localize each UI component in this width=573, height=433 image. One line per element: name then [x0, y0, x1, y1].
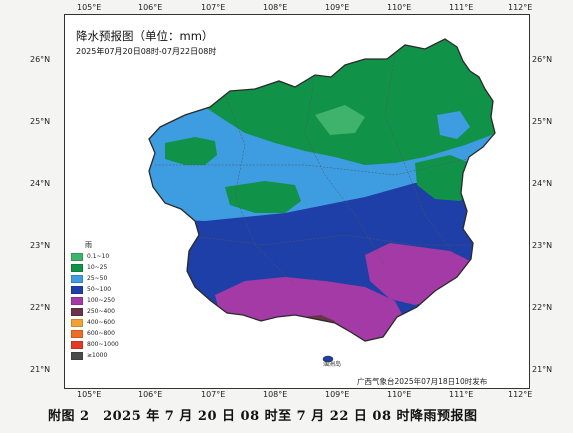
- lon-label-top: 108°E: [263, 3, 288, 12]
- lon-label-bottom: 106°E: [138, 390, 163, 399]
- lon-label-bottom: 110°E: [387, 390, 412, 399]
- legend-label: 100~250: [87, 297, 115, 304]
- lat-label-right: 25°N: [532, 117, 553, 126]
- map-frame: 降水预报图（单位：mm） 2025年07月20日08时-07月22日08时 雨 …: [64, 14, 530, 389]
- lat-label-left: 23°N: [30, 241, 51, 250]
- legend-label: 0.1~10: [87, 253, 110, 260]
- legend-swatch: [71, 340, 83, 349]
- lon-label-bottom: 111°E: [449, 390, 474, 399]
- legend-item: 400~600: [71, 317, 131, 328]
- guangxi-boundary: [148, 38, 496, 342]
- legend-title: 雨: [85, 241, 92, 249]
- rainfall-map: [148, 38, 496, 363]
- legend-swatch: [71, 329, 83, 338]
- lat-label-right: 21°N: [532, 365, 553, 374]
- lon-label-top: 110°E: [387, 3, 412, 12]
- lon-label-bottom: 112°E: [508, 390, 533, 399]
- legend-label: 400~600: [87, 319, 115, 326]
- lon-label-top: 106°E: [138, 3, 163, 12]
- legend-label: 25~50: [87, 275, 108, 282]
- legend-label: 50~100: [87, 286, 112, 293]
- lat-label-left: 24°N: [30, 179, 51, 188]
- zone-0-10: [315, 105, 365, 135]
- legend-label: 800~1000: [87, 341, 119, 348]
- rainfall-zones: [149, 39, 495, 341]
- map-subtitle: 2025年07月20日08时-07月22日08时: [76, 47, 217, 56]
- lon-label-bottom: 109°E: [325, 390, 350, 399]
- lat-label-right: 22°N: [532, 303, 553, 312]
- legend-label: ≥1000: [87, 352, 108, 359]
- legend-item: 250~400: [71, 306, 131, 317]
- weizhou-island: [322, 355, 334, 363]
- lat-label-right: 24°N: [532, 179, 553, 188]
- legend-swatch: [71, 296, 83, 305]
- legend-item: 25~50: [71, 273, 131, 284]
- legend: 雨 0.1~10 10~25 25~50 50~100 100~250 250~400 40…: [71, 240, 131, 361]
- legend-swatch: [71, 351, 83, 360]
- lat-label-right: 23°N: [532, 241, 553, 250]
- lon-label-bottom: 105°E: [77, 390, 102, 399]
- lat-label-left: 22°N: [30, 303, 51, 312]
- lon-label-top: 112°E: [508, 3, 533, 12]
- legend-label: 600~800: [87, 330, 115, 337]
- legend-swatch: [71, 307, 83, 316]
- legend-label: 10~25: [87, 264, 108, 271]
- legend-item: 800~1000: [71, 339, 131, 350]
- legend-swatch: [71, 263, 83, 272]
- zone-10-25-west: [165, 137, 217, 165]
- zone-25-50-inner-east: [437, 111, 470, 139]
- map-title: 降水预报图（单位：mm）: [76, 29, 214, 43]
- lat-label-left: 21°N: [30, 365, 51, 374]
- lon-label-top: 105°E: [77, 3, 102, 12]
- legend-item: ≥1000: [71, 350, 131, 361]
- lon-label-top: 107°E: [201, 3, 226, 12]
- publisher-note: 广西气象台2025年07月18日10时发布: [357, 377, 488, 386]
- city-boundaries: [155, 54, 486, 286]
- legend-swatch: [71, 274, 83, 283]
- legend-swatch: [71, 285, 83, 294]
- legend-item: 50~100: [71, 284, 131, 295]
- legend-swatch: [71, 252, 83, 261]
- lon-label-top: 111°E: [449, 3, 474, 12]
- legend-item: 100~250: [71, 295, 131, 306]
- legend-swatch: [71, 318, 83, 327]
- lat-label-right: 26°N: [532, 55, 553, 64]
- lon-label-top: 109°E: [325, 3, 350, 12]
- island-label: 涠洲岛: [323, 361, 342, 368]
- legend-item: 0.1~10: [71, 251, 131, 262]
- zone-10-25-north: [205, 39, 495, 165]
- lat-label-left: 26°N: [30, 55, 51, 64]
- legend-item: 10~25: [71, 262, 131, 273]
- zone-10-25-central: [225, 181, 301, 213]
- figure-caption: 附图 2 2025 年 7 月 20 日 08 时至 7 月 22 日 08 时…: [48, 409, 478, 424]
- lon-label-bottom: 108°E: [263, 390, 288, 399]
- legend-label: 250~400: [87, 308, 115, 315]
- legend-item: 600~800: [71, 328, 131, 339]
- lat-label-left: 25°N: [30, 117, 51, 126]
- lon-label-bottom: 107°E: [201, 390, 226, 399]
